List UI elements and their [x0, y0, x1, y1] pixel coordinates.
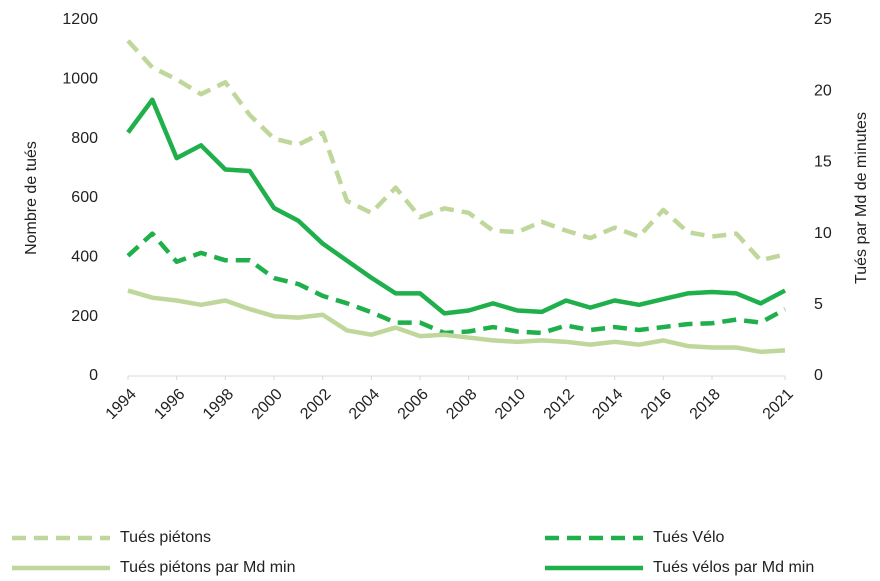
y-tick-label: 800	[71, 130, 98, 147]
x-tick-label: 2018	[687, 386, 724, 423]
y-tick-label: 400	[71, 249, 98, 266]
y-axis-label: Nombre de tués	[23, 141, 40, 255]
y2-axis-label: Tués par Md de minutes	[853, 112, 870, 284]
legend-label: Tués Vélo	[653, 529, 725, 546]
x-tick-label: 1994	[103, 386, 140, 423]
x-tick-label: 2010	[492, 386, 529, 423]
series-line	[126, 39, 786, 263]
y-tick-label: 1000	[62, 71, 98, 88]
y-tick-label: 1200	[62, 11, 98, 28]
legend-label: Tués vélos par Md min	[653, 559, 814, 576]
y2-tick-label: 20	[814, 82, 832, 99]
x-tick-label: 2006	[395, 386, 432, 423]
x-tick-label: 2012	[541, 386, 578, 423]
x-tick-label: 2008	[443, 386, 480, 423]
y-tick-label: 200	[71, 308, 98, 325]
x-tick-label: 1996	[151, 386, 188, 423]
y2-tick-label: 0	[814, 367, 823, 384]
y-tick-label: 600	[71, 189, 98, 206]
x-tick-label: 2002	[297, 386, 334, 423]
x-tick-label: 1998	[200, 386, 237, 423]
x-tick-label: 2016	[638, 386, 675, 423]
x-tick-label: 2014	[589, 386, 626, 423]
y2-tick-label: 25	[814, 11, 832, 28]
x-tick-label: 2021	[760, 386, 797, 423]
legend-label: Tués piétons par Md min	[120, 559, 295, 576]
y2-tick-label: 5	[814, 296, 823, 313]
legend-label: Tués piétons	[120, 529, 211, 546]
x-tick-label: 2000	[249, 386, 286, 423]
y2-tick-label: 15	[814, 154, 832, 171]
y2-tick-label: 10	[814, 225, 832, 242]
series-line	[126, 97, 787, 316]
series-line	[126, 231, 787, 336]
x-tick-label: 2004	[346, 386, 383, 423]
series-line	[127, 288, 786, 355]
y-tick-label: 0	[89, 367, 98, 384]
